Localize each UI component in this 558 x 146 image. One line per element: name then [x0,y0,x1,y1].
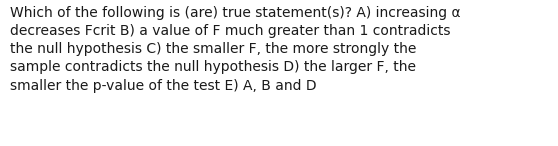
Text: Which of the following is (are) true statement(s)? A) increasing α
decreases Fcr: Which of the following is (are) true sta… [10,6,461,93]
